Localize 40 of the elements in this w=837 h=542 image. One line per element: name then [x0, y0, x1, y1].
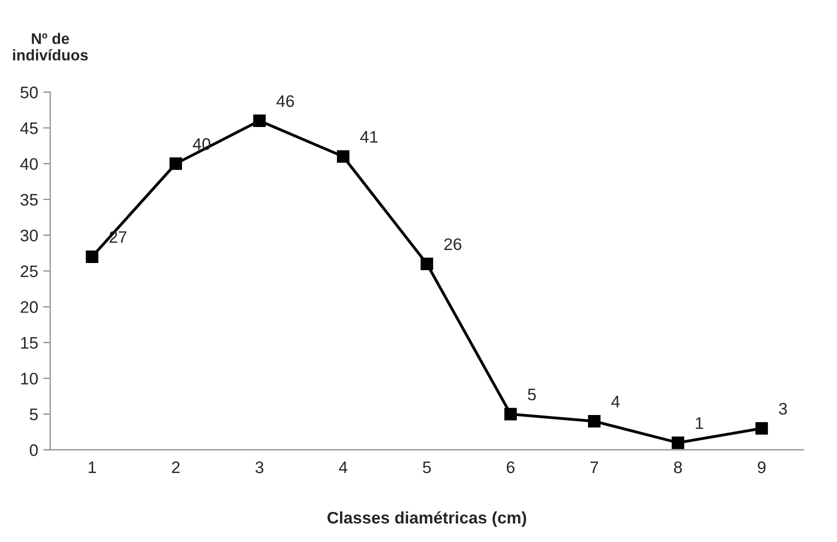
point — [504, 408, 517, 420]
data-label: 40 — [192, 138, 210, 150]
data-label: 4 — [611, 396, 620, 408]
data-label: 46 — [276, 95, 294, 108]
point — [755, 422, 768, 435]
y-tick-label: 50 — [20, 86, 38, 98]
point — [672, 436, 684, 449]
y-tick-label: 30 — [20, 230, 38, 242]
y-tick-label: 5 — [30, 408, 38, 420]
point — [253, 114, 266, 128]
x-axis-title: Classes diamétricas (cm) — [328, 511, 526, 527]
point — [588, 414, 601, 428]
data-label: 5 — [528, 388, 536, 400]
point — [170, 157, 182, 170]
x-tick-label: 5 — [422, 462, 431, 474]
x-tick-label: 3 — [255, 461, 264, 474]
data-label: 3 — [778, 402, 787, 415]
x-tick-label: 4 — [338, 462, 348, 474]
y-tick-label: 0 — [30, 444, 38, 456]
x-tick-label: 1 — [88, 462, 96, 474]
y-tick-label: 25 — [20, 265, 38, 278]
y-axis-title: Nº de indivíduos — [13, 32, 88, 61]
x-tick-label: 6 — [506, 461, 514, 474]
data-label: 27 — [110, 231, 126, 243]
data-label: 41 — [360, 131, 378, 143]
point — [336, 150, 350, 163]
y-tick-label: 35 — [20, 194, 38, 206]
x-tick-label: 8 — [674, 461, 682, 474]
point — [420, 258, 434, 270]
y-tick-label: 20 — [20, 301, 38, 313]
point — [86, 250, 98, 263]
data-label: 1 — [696, 417, 704, 429]
x-tick-label: 7 — [590, 462, 598, 474]
y-tick-label: 10 — [21, 372, 38, 385]
x-tick-label: 2 — [172, 461, 180, 474]
y-tick-label: 40 — [20, 158, 38, 170]
y-tick-label: 45 — [20, 122, 38, 134]
x-tick-label: 9 — [758, 461, 766, 474]
y-tick-label: 15 — [21, 337, 38, 349]
data-label: 26 — [444, 238, 462, 250]
